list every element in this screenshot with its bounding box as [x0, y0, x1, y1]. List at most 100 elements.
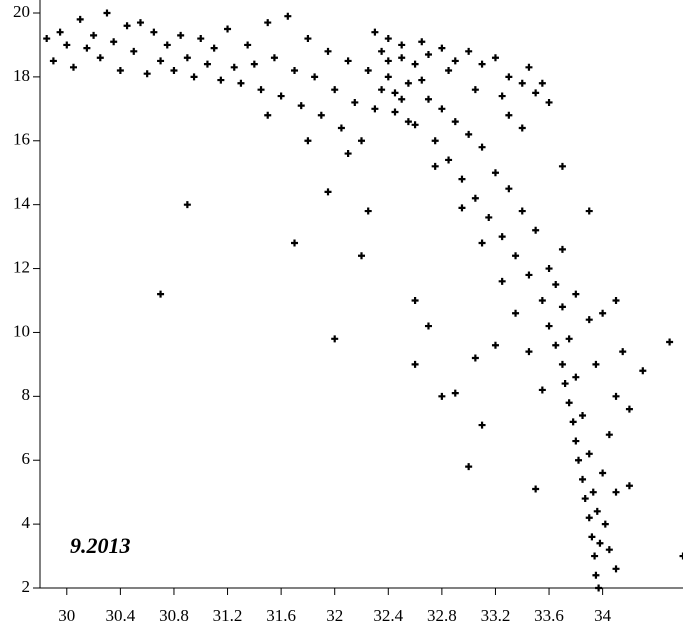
point	[56, 28, 64, 36]
point	[163, 41, 171, 49]
point	[558, 360, 566, 368]
point	[170, 67, 178, 74]
point	[244, 41, 252, 49]
point	[445, 67, 453, 74]
point	[532, 226, 540, 234]
point	[103, 9, 111, 17]
y-tick-label: 16	[13, 130, 30, 149]
point	[391, 108, 399, 116]
point	[518, 207, 526, 215]
point	[572, 373, 580, 381]
point	[404, 79, 412, 87]
point	[291, 67, 299, 74]
point	[572, 437, 580, 445]
point	[458, 175, 466, 183]
point	[588, 533, 596, 541]
point	[593, 507, 601, 515]
point	[558, 245, 566, 253]
point	[304, 137, 312, 145]
point	[90, 31, 98, 39]
point	[525, 271, 533, 279]
point	[110, 38, 118, 46]
point	[324, 188, 332, 196]
point	[485, 213, 493, 221]
point	[625, 405, 633, 413]
point	[304, 35, 312, 43]
point	[371, 105, 379, 113]
point	[498, 233, 506, 241]
point	[612, 392, 620, 400]
point	[612, 488, 620, 496]
point	[491, 341, 499, 349]
x-tick-label: 33.2	[481, 606, 511, 625]
point	[311, 73, 319, 81]
point	[391, 89, 399, 97]
point	[445, 156, 453, 164]
point	[465, 130, 473, 138]
point	[545, 265, 553, 273]
point	[344, 57, 352, 65]
point	[317, 111, 325, 119]
point	[358, 252, 365, 260]
x-tick-label: 32.4	[373, 606, 403, 625]
x-tick-label: 30.8	[159, 606, 189, 625]
point	[358, 137, 365, 145]
point	[605, 546, 613, 554]
point	[270, 54, 278, 62]
point	[411, 121, 419, 129]
point	[565, 399, 573, 407]
point	[378, 86, 386, 94]
y-tick-label: 2	[22, 577, 31, 596]
point	[458, 204, 466, 212]
x-tick-label: 32.8	[427, 606, 457, 625]
x-tick-label: 30.4	[106, 606, 136, 625]
point	[619, 348, 627, 356]
point	[63, 41, 71, 49]
point	[545, 98, 553, 106]
annotation: 9.2013	[70, 533, 131, 558]
point	[83, 44, 91, 52]
point	[591, 552, 599, 560]
point	[581, 495, 589, 503]
point	[230, 63, 238, 71]
y-tick-label: 10	[13, 321, 30, 340]
point	[471, 354, 479, 362]
point	[505, 185, 513, 193]
point	[599, 469, 607, 477]
point	[579, 412, 587, 419]
point	[123, 22, 131, 30]
point	[478, 60, 486, 68]
point	[552, 281, 560, 289]
point	[364, 67, 372, 74]
point	[465, 463, 473, 471]
point	[518, 124, 526, 132]
point	[364, 207, 372, 215]
point	[569, 418, 577, 426]
point	[478, 239, 486, 247]
y-tick-label: 14	[13, 194, 31, 213]
point	[605, 431, 613, 439]
point	[264, 111, 272, 119]
point	[451, 389, 459, 397]
point	[512, 252, 520, 260]
point	[297, 102, 305, 110]
point	[505, 111, 513, 119]
point	[498, 92, 506, 100]
point	[384, 35, 392, 43]
point	[190, 73, 198, 81]
point	[438, 105, 446, 113]
point	[224, 25, 232, 33]
point	[525, 348, 533, 356]
point	[378, 47, 386, 55]
point	[217, 76, 225, 84]
point	[136, 19, 144, 27]
point	[585, 450, 593, 458]
point	[177, 31, 185, 39]
point	[596, 539, 604, 547]
point	[471, 194, 479, 202]
point	[331, 86, 339, 94]
point	[585, 514, 593, 522]
y-tick-label: 12	[13, 257, 30, 276]
point	[411, 297, 419, 304]
x-tick-label: 34	[594, 606, 612, 625]
